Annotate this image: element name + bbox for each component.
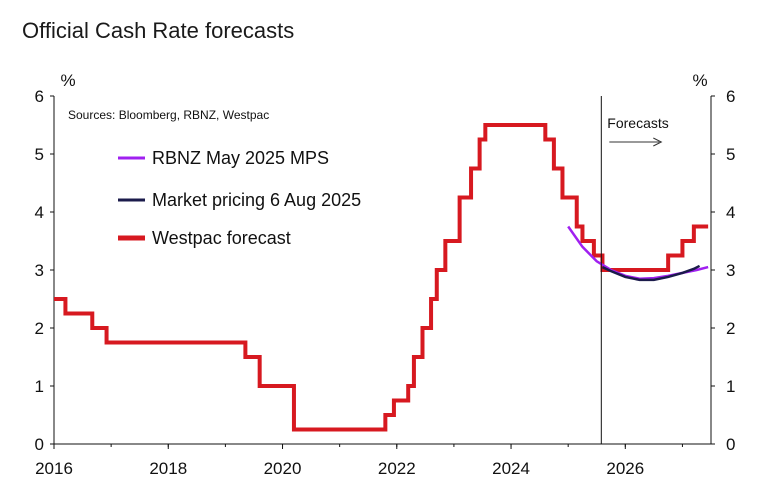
legend-label: RBNZ May 2025 MPS: [152, 148, 329, 168]
y-tick-label-right: 5: [726, 145, 735, 164]
axes: 0 0 1 1 2 2 3 3 4 4 5 5 6 6% % 2016 2018 2020 2022 2024 2026…: [35, 71, 736, 478]
y-tick-label-left: 1: [35, 377, 44, 396]
y-tick-label-right: 2: [726, 319, 735, 338]
page-title: Official Cash Rate forecasts: [22, 18, 295, 43]
series-line-market-pricing-6-aug-2025: [601, 264, 701, 282]
y-tick-label-right: 4: [726, 203, 735, 222]
legend-label: Market pricing 6 Aug 2025: [152, 190, 361, 210]
y-tick-label-left: 0: [35, 435, 44, 454]
forecast-label: Forecasts: [607, 115, 668, 131]
forecast-arrowhead: [653, 137, 663, 147]
y-unit-left: %: [60, 71, 75, 90]
annotations: Forecasts: [600, 96, 669, 444]
x-tick-label: 2018: [149, 459, 187, 478]
legend-label: Westpac forecast: [152, 228, 291, 248]
y-tick-label-left: 5: [35, 145, 44, 164]
y-tick-label-right: 6: [726, 87, 735, 106]
y-tick-label-right: 0: [726, 435, 735, 454]
x-tick-label: 2016: [35, 459, 73, 478]
y-unit-right: %: [692, 71, 707, 90]
x-tick-label: 2024: [492, 459, 530, 478]
series-line-westpac-forecast: [54, 123, 709, 432]
y-tick-label-left: 4: [35, 203, 44, 222]
x-tick-label: 2026: [606, 459, 644, 478]
x-tick-label: 2020: [264, 459, 302, 478]
legend: RBNZ May 2025 MPS Market pricing 6 Aug 20…: [118, 148, 361, 248]
y-tick-label-left: 3: [35, 261, 44, 280]
y-tick-label-left: 6: [35, 87, 44, 106]
y-tick-label-right: 3: [726, 261, 735, 280]
x-tick-label: 2022: [378, 459, 416, 478]
y-tick-label-right: 1: [726, 377, 735, 396]
source-note: Sources: Bloomberg, RBNZ, Westpac: [68, 108, 269, 122]
series-layer: [54, 123, 709, 432]
y-tick-label-left: 2: [35, 319, 44, 338]
